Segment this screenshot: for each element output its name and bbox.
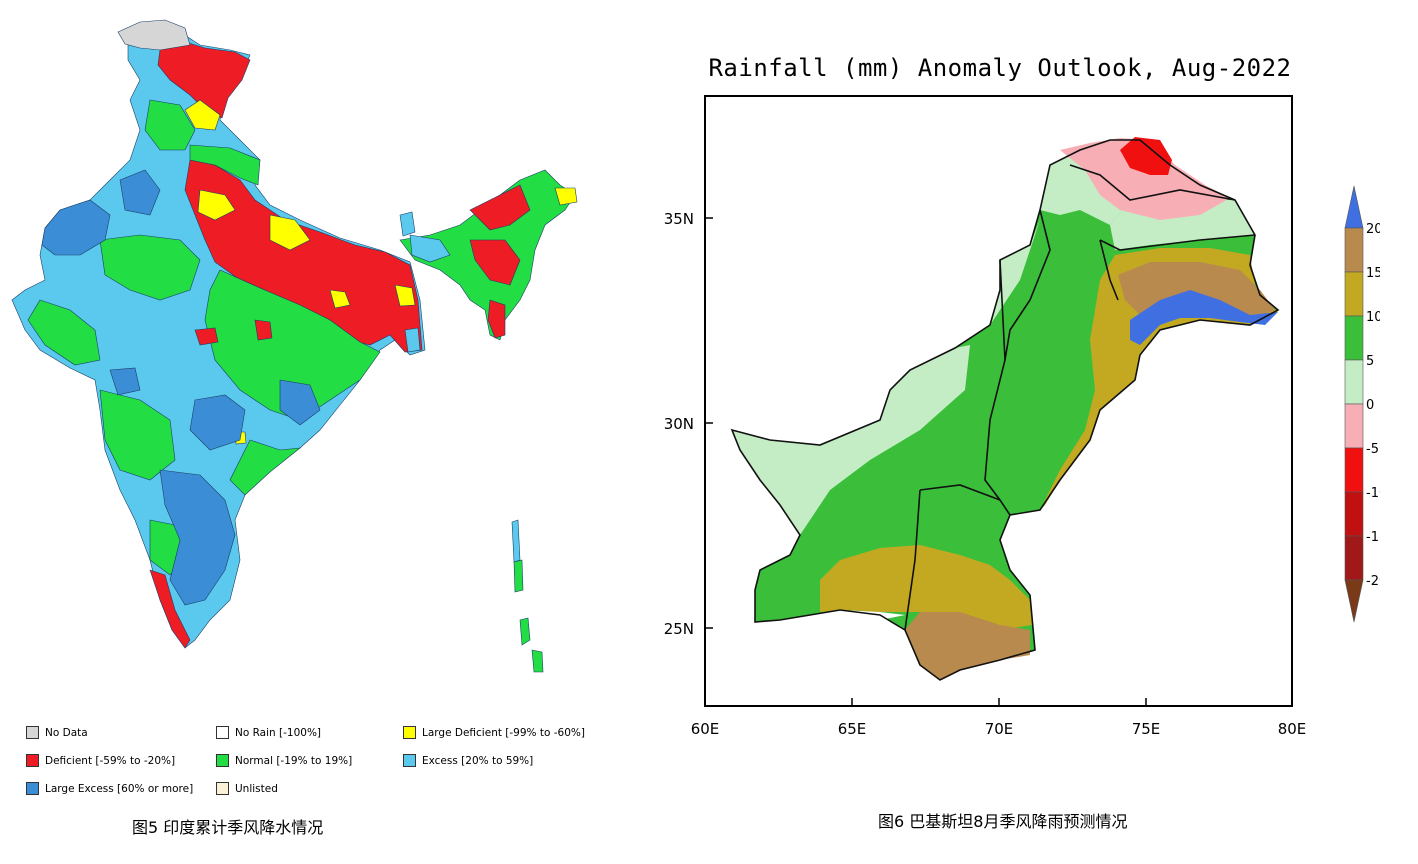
colorbar-tick-label: 20 — [1366, 222, 1380, 237]
legend-item: No Data — [26, 726, 88, 739]
region-0-to-5-west — [732, 345, 970, 535]
legend-swatch — [403, 726, 416, 739]
legend-swatch — [216, 726, 229, 739]
india-region-gangetic — [184, 159, 423, 353]
province-borders — [730, 139, 1280, 681]
region-15-to-20 — [1118, 262, 1275, 320]
legend-item: Deficient [-59% to -20%] — [26, 754, 175, 767]
colorbar-segment — [1344, 315, 1364, 361]
pakistan-chart-title: Rainfall (mm) Anomaly Outlook, Aug-2022 — [708, 54, 1292, 82]
legend-label: Large Deficient [-99% to -60%] — [422, 726, 585, 739]
colorbar-segment — [1344, 403, 1364, 449]
legend-item: Large Deficient [-99% to -60%] — [403, 726, 585, 739]
colorbar-tick-label: -15 — [1366, 530, 1380, 545]
x-tick-label: 60E — [691, 720, 720, 738]
x-tick-label: 75E — [1132, 720, 1161, 738]
legend-label: Large Excess [60% or more] — [45, 782, 194, 795]
colorbar-segment — [1344, 535, 1364, 581]
x-tick-label: 65E — [838, 720, 867, 738]
legend-swatch — [26, 754, 39, 767]
legend-label: No Rain [-100%] — [235, 726, 322, 739]
legend-item: Large Excess [60% or more] — [26, 782, 193, 795]
y-tick-label: 25N — [664, 620, 694, 638]
legend-label: Normal [-19% to 19%] — [235, 754, 353, 767]
colorbar-tick-label: -5 — [1366, 442, 1379, 457]
legend-swatch — [26, 726, 39, 739]
colorbar-segment — [1344, 447, 1364, 493]
colorbar-tick-label: -20 — [1366, 574, 1380, 589]
colorbar-tick-label: 15 — [1366, 266, 1380, 281]
y-tick-label: 30N — [664, 415, 694, 433]
y-tick-label: 35N — [664, 210, 694, 228]
pakistan-anomaly-map: 60E 65E 70E 75E 80E 35N 30N 25N 20 15 10… — [664, 95, 1380, 738]
colorbar-segment — [1344, 227, 1364, 273]
region-above-20 — [1130, 290, 1278, 345]
india-region-north — [157, 41, 251, 119]
pakistan-caption: 图6 巴基斯坦8月季风降雨预测情况 — [878, 812, 1128, 831]
legend-item: Unlisted — [216, 782, 278, 795]
colorbar — [1344, 185, 1364, 623]
legend-item: Normal [-19% to 19%] — [216, 754, 352, 767]
colorbar-segment — [1344, 359, 1364, 405]
legend-item: No Rain [-100%] — [216, 726, 321, 739]
colorbar-tick-label: 0 — [1366, 398, 1374, 413]
india-rainfall-map — [11, 19, 578, 673]
legend-swatch — [26, 782, 39, 795]
legend-swatch — [216, 782, 229, 795]
legend-item: Excess [20% to 59%] — [403, 754, 533, 767]
legend-label: Deficient [-59% to -20%] — [45, 754, 176, 767]
x-tick-label: 70E — [985, 720, 1014, 738]
x-tick-label: 80E — [1278, 720, 1307, 738]
colorbar-tick-label: 5 — [1366, 354, 1374, 369]
region-minus10-to-minus5 — [1120, 137, 1172, 175]
legend-swatch — [216, 754, 229, 767]
colorbar-segment — [1344, 271, 1364, 317]
legend-label: Unlisted — [235, 782, 278, 795]
india-caption: 图5 印度累计季风降水情况 — [132, 818, 324, 837]
legend-swatch — [403, 754, 416, 767]
colorbar-tick-label: -10 — [1366, 486, 1380, 501]
legend-label: Excess [20% to 59%] — [422, 754, 534, 767]
colorbar-top-arrow — [1344, 185, 1364, 229]
colorbar-segment — [1344, 491, 1364, 537]
region-minus5-to-0 — [1060, 138, 1230, 220]
colorbar-bottom-arrow — [1344, 579, 1364, 623]
india-map-legend: No Data No Rain [-100%] Large Deficient … — [26, 722, 606, 802]
colorbar-tick-label: 10 — [1366, 310, 1380, 325]
legend-label: No Data — [45, 726, 88, 739]
